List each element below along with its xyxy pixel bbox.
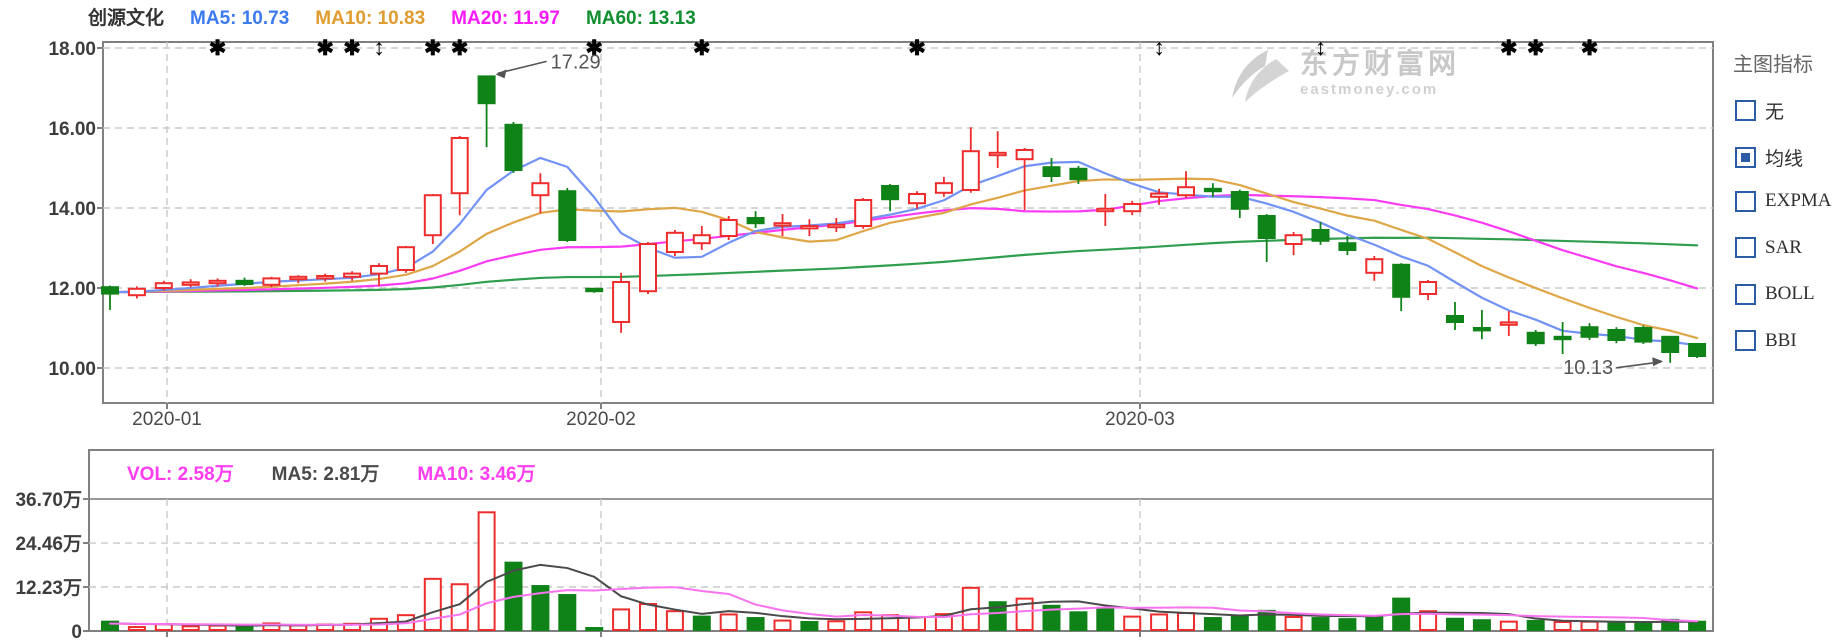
svg-text:16.00: 16.00 [48,119,96,140]
svg-text:10.13: 10.13 [1563,357,1613,379]
legend-ma10: MA10: 10.83 [315,8,426,29]
event-marker-star[interactable]: ✱ [316,37,334,60]
stock-title: 创源文化 [88,8,165,29]
svg-text:36.70万: 36.70万 [15,490,82,511]
volume-legend-row: VOL: 2.58万 MA5: 2.81万 MA10: 3.46万 [127,459,536,486]
event-marker-star[interactable]: ✱ [1500,37,1518,60]
event-marker-star[interactable]: ✱ [209,37,227,60]
watermark: 东方财富网 eastmoney.com [1232,50,1460,104]
event-marker-star[interactable]: ✱ [424,37,442,60]
indicator-option-label: 均线 [1765,148,1804,170]
main-ma-legend: MA5: 10.73 MA10: 10.83 MA20: 11.97 MA60: 13… [190,8,696,30]
event-marker-star[interactable]: ✱ [693,37,711,60]
checkbox-icon[interactable] [1735,330,1756,351]
svg-text:17.29: 17.29 [551,51,601,73]
checkbox-icon[interactable] [1735,237,1756,258]
watermark-cn: 东方财富网 [1300,49,1461,80]
indicator-option-label: BOLL [1765,283,1815,304]
event-marker-arrows[interactable]: ↕ [1153,34,1165,60]
svg-text:24.46万: 24.46万 [15,534,82,555]
indicator-option-均线[interactable]: 均线 [1735,144,1803,171]
indicator-option-BOLL[interactable]: BOLL [1735,283,1815,305]
legend-ma20: MA20: 11.97 [451,8,560,29]
indicator-option-label: BBI [1765,329,1797,351]
indicator-option-label: SAR [1765,236,1802,258]
main-legend-row: 创源文化 MA5: 10.73 MA10: 10.83 MA20: 11.97 MA6… [88,3,696,30]
event-marker-star[interactable]: ✱ [451,37,469,60]
svg-text:14.00: 14.00 [48,199,96,220]
indicator-option-label: 无 [1765,102,1785,123]
svg-text:0: 0 [71,622,82,642]
svg-text:18.00: 18.00 [48,39,96,60]
checkbox-icon[interactable] [1735,190,1756,212]
indicator-option-EXPMA[interactable]: EXPMA [1735,190,1832,212]
checkbox-icon[interactable] [1735,283,1756,305]
event-marker-star[interactable]: ✱ [1581,37,1599,60]
event-marker-arrows[interactable]: ↕ [373,34,385,60]
svg-text:2020-03: 2020-03 [1105,409,1175,430]
legend-ma60: MA60: 13.13 [585,8,696,29]
legend-vol: VOL: 2.58万 [127,464,234,485]
legend-ma5: MA5: 10.73 [190,8,290,29]
eastmoney-logo-icon [1232,50,1289,102]
indicator-option-BBI[interactable]: BBI [1735,330,1797,352]
event-marker-star[interactable]: ✱ [343,37,361,60]
event-marker-star[interactable]: ✱ [908,37,926,60]
indicator-option-label: EXPMA [1765,190,1832,211]
svg-text:2020-02: 2020-02 [566,409,636,430]
watermark-en: eastmoney.com [1300,81,1439,98]
legend-ma5: MA5: 2.81万 [271,464,380,485]
event-marker-star[interactable]: ✱ [585,37,603,60]
checkbox-icon[interactable] [1735,100,1756,121]
sidebar-title: 主图指标 [1733,54,1813,76]
indicator-option-无[interactable]: 无 [1735,97,1784,124]
legend-ma10: MA10: 3.46万 [417,464,536,485]
svg-text:2020-01: 2020-01 [132,409,202,430]
checkbox-checked-icon[interactable] [1735,146,1756,168]
svg-text:12.00: 12.00 [48,279,96,300]
indicator-option-SAR[interactable]: SAR [1735,237,1802,259]
svg-text:10.00: 10.00 [48,359,96,380]
svg-text:12.23万: 12.23万 [15,578,82,599]
event-marker-star[interactable]: ✱ [1527,37,1545,60]
